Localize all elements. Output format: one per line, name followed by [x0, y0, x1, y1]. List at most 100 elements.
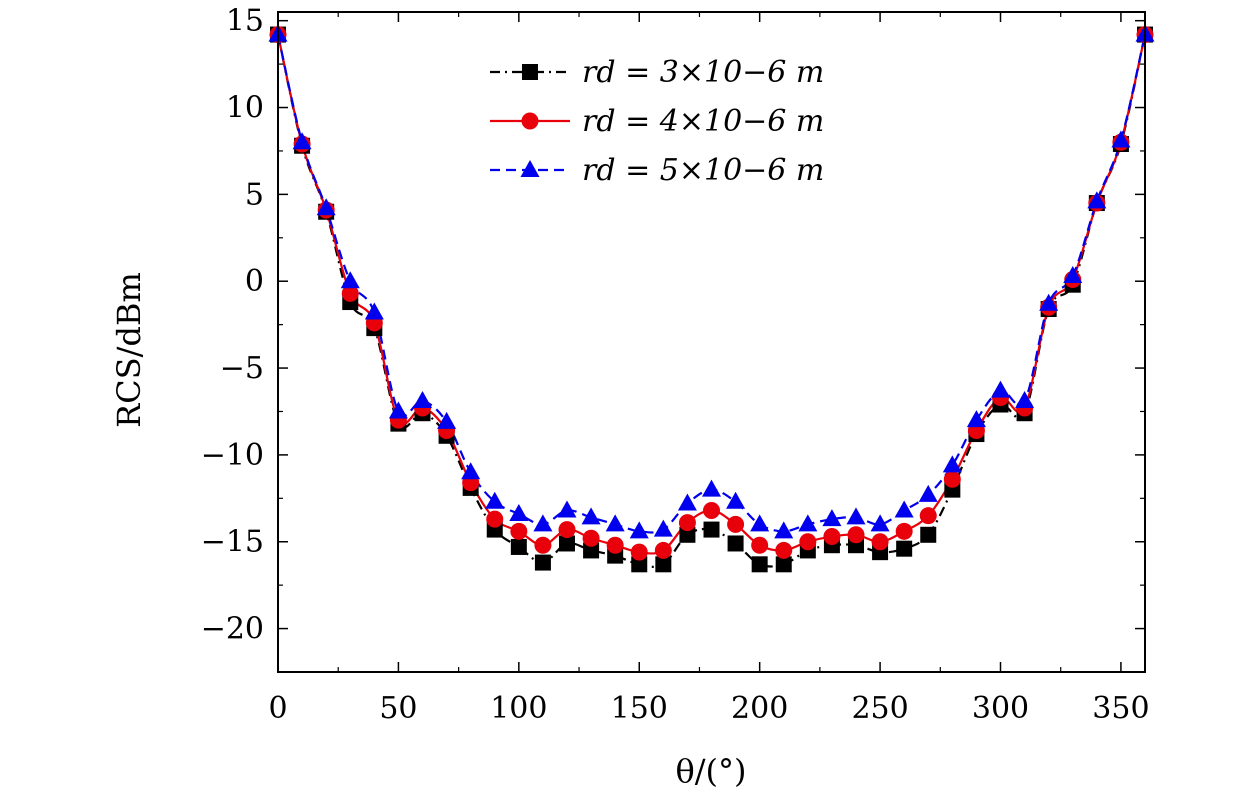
y-tick-label: 0	[245, 264, 264, 299]
x-tick-label: 100	[490, 691, 547, 726]
series-3-point	[894, 500, 914, 518]
series-2-point	[775, 541, 793, 559]
series-3-point	[364, 302, 384, 320]
y-tick-label: 15	[226, 4, 264, 39]
y-tick-labels: 15 10 5 0 −5 −10 −15 −20	[201, 4, 264, 647]
series-1-point	[751, 556, 768, 573]
series-2-point	[558, 521, 576, 539]
series-3-point	[509, 503, 529, 521]
series-1-point	[510, 538, 527, 555]
series-2-point	[871, 533, 889, 551]
x-tick-labels: 0 50 100 150 200 250 300 350	[268, 691, 1149, 726]
series-3-point	[629, 521, 649, 539]
series-3-point	[292, 132, 312, 150]
series-3-point	[461, 462, 481, 480]
series-1-point	[775, 556, 792, 573]
series-2-point	[919, 507, 937, 525]
y-axis-label: RCS/dBm	[110, 272, 148, 428]
series-2-point	[510, 522, 528, 540]
y-tick-label: 10	[226, 91, 264, 126]
legend-marker-3	[520, 160, 540, 177]
series-3-point	[774, 521, 794, 539]
x-axis-label: θ/(°)	[675, 752, 746, 790]
series-1-point	[727, 535, 744, 552]
series-3-point	[750, 514, 770, 532]
series-3-point	[846, 507, 866, 525]
legend-label-3: rd = 5×10−6 m	[582, 153, 824, 188]
x-tick-label: 50	[379, 691, 417, 726]
series-3-point	[437, 411, 457, 429]
series-3-point	[702, 479, 721, 497]
series-3-point	[413, 391, 432, 409]
series-3-point	[485, 491, 505, 509]
legend: rd = 3×10−6 m rd = 4×10−6 m rd = 5×10−6 m	[490, 55, 824, 188]
series-3-point	[798, 514, 818, 532]
axis-ticks	[277, 12, 1145, 673]
series-2-point	[751, 536, 769, 554]
series-3-point	[726, 491, 746, 509]
series-2-point	[654, 541, 672, 559]
series-3-point	[1111, 130, 1131, 148]
series-2-point	[678, 514, 696, 532]
series-1-point	[679, 526, 696, 543]
series-2-point	[703, 501, 720, 519]
series-3-point	[533, 514, 553, 532]
y-tick-label: 5	[245, 177, 264, 212]
x-tick-label: 0	[268, 691, 287, 726]
series-2-point	[630, 543, 648, 561]
plot-series-markers	[268, 24, 1155, 573]
series-3-point	[557, 500, 577, 518]
y-tick-label: −10	[201, 438, 264, 473]
series-1-point	[896, 540, 913, 557]
series-3-point	[605, 514, 625, 532]
series-2-point	[606, 536, 624, 554]
series-3-point	[942, 455, 962, 473]
series-1-point	[559, 535, 575, 552]
x-tick-label: 200	[731, 691, 788, 726]
series-2-point	[582, 529, 600, 547]
series-3-point	[581, 507, 601, 525]
series-3-point	[822, 509, 842, 527]
series-1-point	[631, 556, 648, 573]
series-2-point	[847, 526, 865, 544]
series-3-point	[1015, 391, 1035, 409]
series-3-point	[1063, 266, 1083, 283]
legend-marker-2	[521, 112, 539, 130]
series-2-point	[486, 510, 504, 528]
series-3-point	[870, 514, 890, 532]
series-2-point	[799, 533, 817, 551]
series-3-point	[1039, 293, 1059, 311]
series-3-point	[991, 380, 1010, 398]
series-1-point	[703, 521, 720, 538]
series-3-point	[918, 484, 938, 502]
series-1-point	[655, 556, 672, 573]
series-3-point	[677, 493, 697, 511]
series-3-point	[1087, 191, 1107, 209]
series-1-point	[583, 542, 600, 559]
series-3-point	[316, 198, 336, 216]
legend-label-2: rd = 4×10−6 m	[582, 104, 824, 139]
x-tick-label: 300	[972, 691, 1029, 726]
series-1-point	[920, 526, 937, 543]
series-3-point	[388, 401, 408, 419]
legend-marker-1	[522, 64, 538, 80]
series-1-point	[534, 554, 551, 571]
y-tick-label: −15	[201, 525, 264, 560]
series-2-point	[895, 522, 913, 540]
x-tick-label: 150	[611, 691, 668, 726]
series-2-point	[727, 515, 745, 533]
x-tick-label: 350	[1092, 691, 1149, 726]
series-3-point	[340, 271, 360, 289]
series-2-point	[534, 536, 552, 554]
series-2-point	[823, 528, 841, 546]
series-3-point	[653, 519, 673, 537]
plot-frame	[277, 11, 1146, 673]
legend-label-1: rd = 3×10−6 m	[582, 55, 824, 90]
y-tick-label: −20	[201, 612, 264, 647]
y-tick-label: −5	[220, 351, 264, 386]
x-tick-label: 250	[851, 691, 908, 726]
series-2-point	[943, 470, 961, 488]
series-3-point	[966, 410, 986, 428]
series-2-point	[341, 284, 359, 302]
